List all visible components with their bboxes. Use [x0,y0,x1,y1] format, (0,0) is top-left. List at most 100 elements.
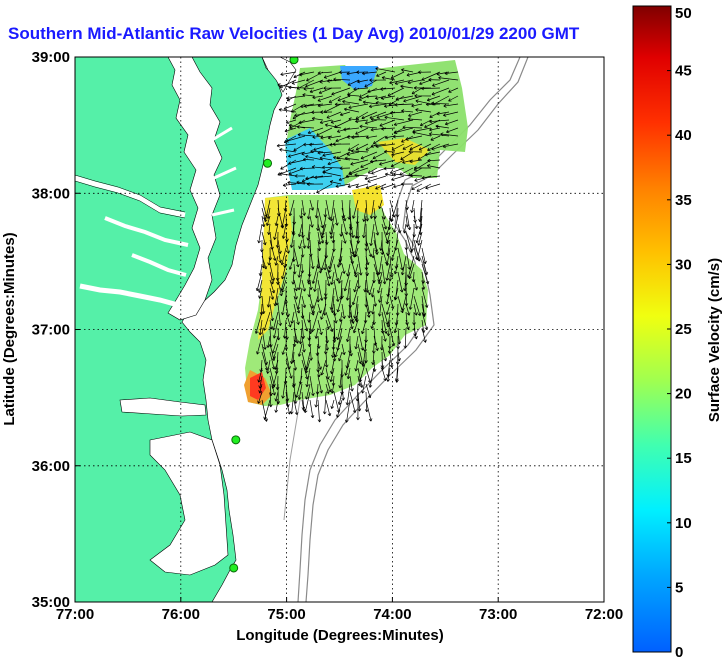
potomac-river-edge [75,174,186,219]
velocity-arrow [353,87,369,91]
velocity-arrow [327,159,342,166]
velocity-arrow [297,383,303,400]
velocity-arrow [320,303,327,320]
velocity-arrow [428,132,450,137]
velocity-arrow [355,183,369,189]
velocity-arrow [301,359,309,380]
velocity-arrow [293,143,306,152]
velocity-arrow [258,319,263,336]
velocity-field-south-yellow [258,196,292,340]
y-axis-label: Latitude (Degrees:Minutes) [1,232,18,425]
velocity-arrow [288,255,295,270]
velocity-arrow [389,351,394,368]
velocity-arrow [397,351,401,362]
velocity-arrow [407,79,423,85]
velocity-arrow [402,125,423,130]
velocity-arrow [446,127,459,134]
velocity-arrow [402,143,414,150]
velocity-arrow [317,255,323,274]
velocity-arrow [408,111,423,118]
x-tick-label: 72:00 [585,606,623,623]
velocity-arrow [375,66,396,73]
velocity-arrow [280,207,287,229]
velocity-arrow [311,116,324,121]
velocity-arrow [282,183,297,188]
velocity-arrow [309,199,315,211]
velocity-arrow [301,335,306,353]
velocity-arrow [314,327,319,339]
velocity-arrow [298,71,315,77]
velocity-arrow [322,170,342,177]
velocity-arrow [361,215,367,239]
velocity-arrow [367,175,387,183]
velocity-arrow [316,127,333,137]
velocity-arrow [368,367,375,388]
velocity-arrow [309,87,324,94]
velocity-arrow [339,111,351,117]
velocity-arrow [401,182,414,186]
velocity-arrow [326,111,342,119]
velocity-arrow [431,87,450,96]
velocity-arrow [275,295,279,306]
velocity-arrow [317,375,324,394]
station-marker [289,57,299,65]
velocity-arrow [373,215,380,236]
velocity-arrow [305,383,311,400]
velocity-arrow [342,99,360,105]
colorbar-tick-label: 25 [675,321,692,338]
velocity-arrow [341,231,347,244]
velocity-arrow [358,359,367,382]
velocity-arrow [365,367,372,384]
velocity-arrow [369,159,387,164]
velocity-arrow [306,71,324,82]
velocity-arrow [385,223,391,236]
velocity-arrow [377,279,383,294]
velocity-arrow [357,79,369,84]
velocity-arrow [305,79,324,88]
velocity-arrow [409,159,423,164]
velocity-arrow [281,375,287,399]
velocity-arrow [257,223,263,244]
velocity-arrow [280,71,297,77]
velocity-arrow [385,247,391,266]
velocity-arrow [355,127,369,135]
velocity-arrow [385,287,391,305]
velocity-arrow [345,383,351,406]
map-title: Southern Mid-Atlantic Raw Velocities (1 … [8,24,580,43]
velocity-arrow [290,311,295,324]
potomac-river [75,175,186,218]
velocity-arrow [322,165,342,170]
colorbar-tick-label: 0 [675,644,683,659]
velocity-arrow [272,319,279,339]
velocity-arrow [306,231,311,249]
velocity-arrow [261,231,267,246]
velocity-arrow [411,87,423,95]
station-marker [231,435,241,445]
velocity-arrow [368,103,387,109]
velocity-arrow [421,279,426,290]
velocity-arrow [397,271,404,293]
velocity-arrow [323,86,342,91]
velocity-arrow [360,151,378,160]
velocity-arrow [327,135,342,140]
velocity-arrow [323,247,327,271]
velocity-arrow [309,399,315,419]
velocity-arrow [410,199,415,213]
velocity-arrow [361,71,378,76]
velocity-arrow [341,207,347,222]
y-tick-label: 39:00 [32,49,70,66]
velocity-arrow [413,279,418,291]
velocity-arrow [293,303,300,325]
velocity-arrow [325,271,331,287]
velocity-arrow [356,70,369,75]
velocity-arrow [258,287,263,299]
velocity-arrow [413,247,419,260]
velocity-arrow [341,215,349,235]
velocity-arrow [274,255,279,266]
velocity-arrow [352,319,359,334]
velocity-arrow [298,239,303,249]
velocity-arrow [397,295,404,314]
velocity-arrow [435,124,450,129]
y-axis-ticks: 39:00 38:00 37:00 36:00 35:00 [32,49,80,611]
